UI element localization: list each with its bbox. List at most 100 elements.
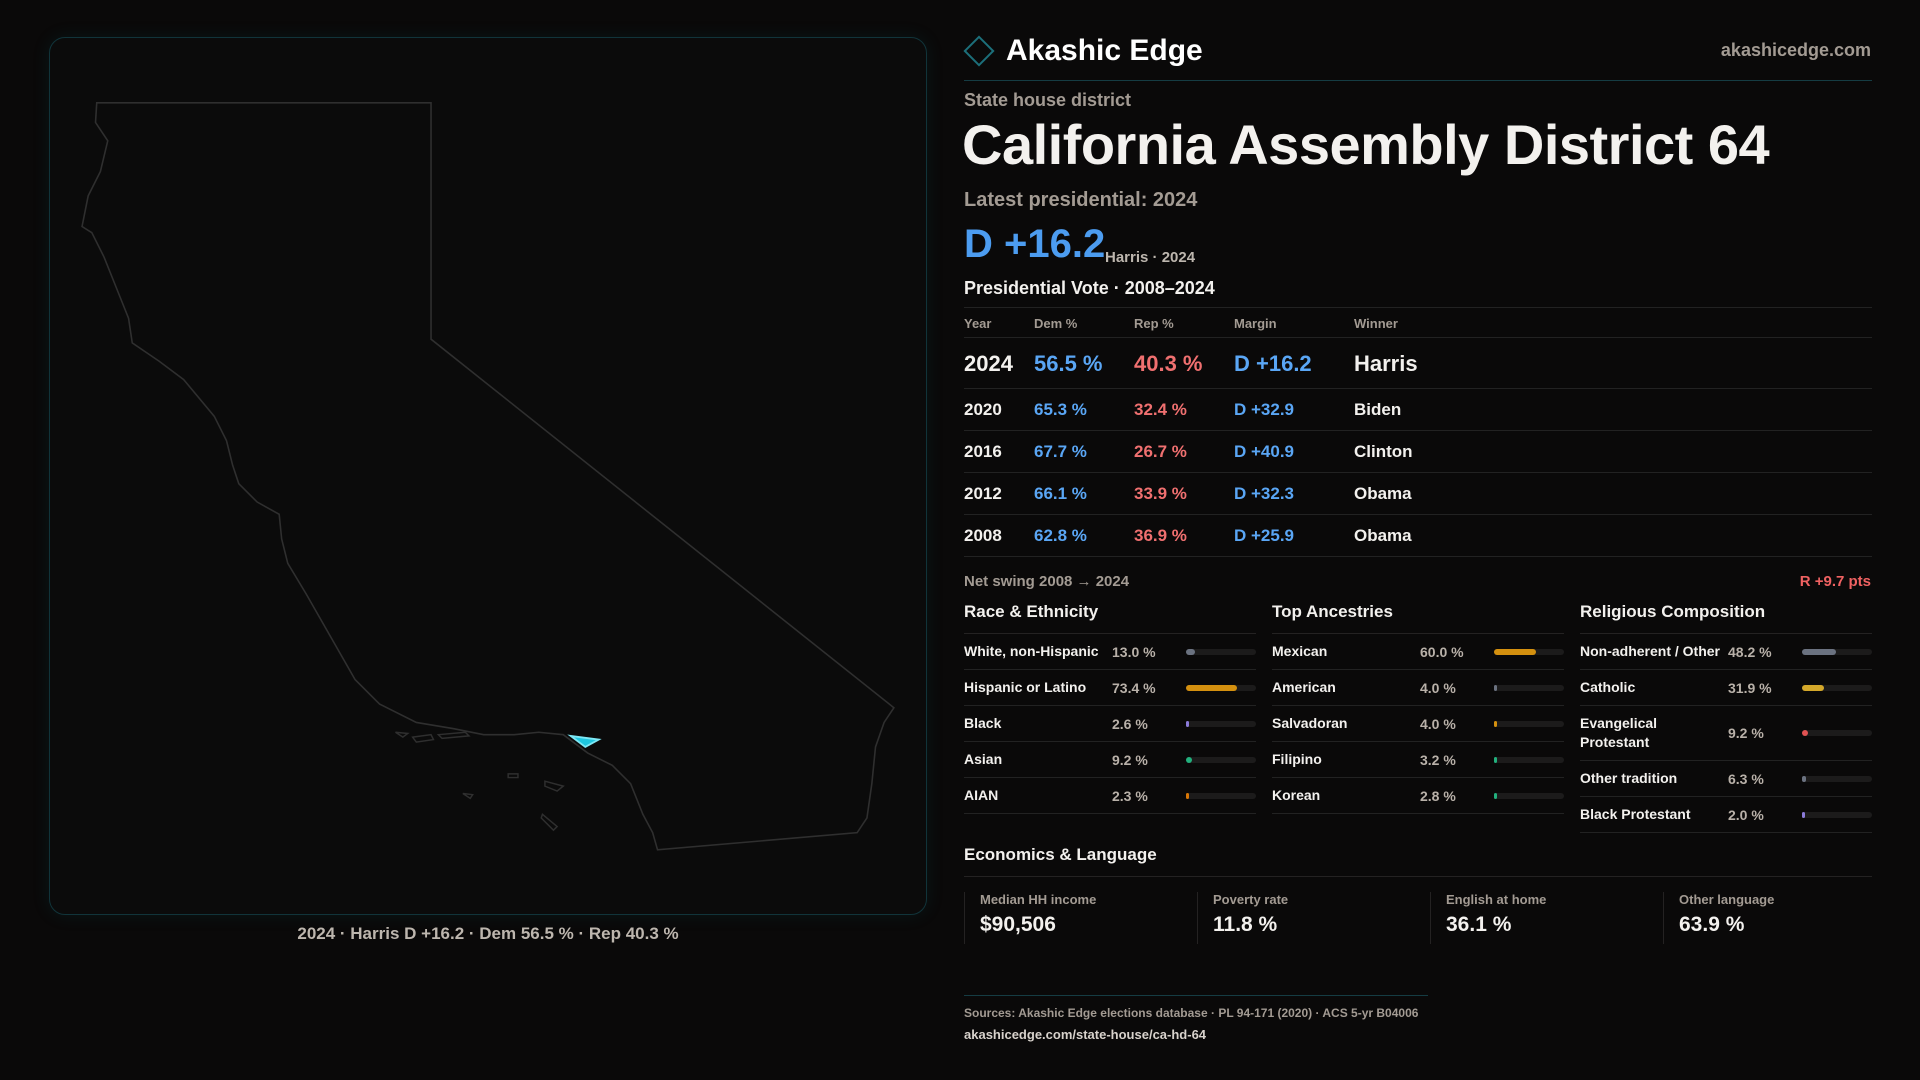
- cell-margin: D +16.2: [1234, 351, 1312, 376]
- stat-label: AIAN: [964, 787, 999, 803]
- stat-value: 3.2 %: [1420, 751, 1456, 768]
- table-header: Year Dem % Rep % Margin Winner: [964, 307, 1872, 337]
- stat-row: Korean 2.8 %: [1272, 778, 1564, 814]
- stat-bar-track: [1802, 775, 1872, 782]
- diamond-logo-icon: [963, 35, 995, 67]
- district-kind: State house district: [964, 90, 1132, 110]
- stat-bar-fill: [1494, 792, 1497, 799]
- net-swing-label: Net swing 2008 → 2024: [964, 573, 1130, 590]
- stat-value: 2.8 %: [1420, 787, 1456, 804]
- table-row: 2008 62.8 % 36.9 % D +25.9 Obama: [964, 514, 1872, 556]
- stat-label: Mexican: [1272, 643, 1328, 659]
- stat-value: 73.4 %: [1112, 679, 1156, 696]
- table-row: 2012 66.1 % 33.9 % D +32.3 Obama: [964, 472, 1872, 514]
- cell-dem: 62.8 %: [1034, 526, 1087, 545]
- econ-card-value: $90,506: [980, 913, 1056, 936]
- econ-card-value: 63.9 %: [1679, 913, 1745, 936]
- stat-label: Catholic: [1580, 679, 1636, 695]
- stat-value: 4.0 %: [1420, 679, 1456, 696]
- econ-card: Poverty rate 11.8 %: [1197, 892, 1430, 944]
- stat-value: 9.2 %: [1112, 751, 1148, 768]
- stat-value: 9.2 %: [1728, 725, 1764, 741]
- stat-row: Non-adherent / Other 48.2 %: [1580, 634, 1872, 670]
- cell-margin: D +25.9: [1234, 526, 1295, 545]
- stat-bar-fill: [1494, 684, 1497, 691]
- cell-dem: 67.7 %: [1034, 442, 1087, 461]
- stat-bar-fill: [1186, 756, 1193, 763]
- stat-label: Filipino: [1272, 751, 1322, 767]
- econ-card: Other language 63.9 %: [1663, 892, 1896, 944]
- stat-row: Black Protestant 2.0 %: [1580, 797, 1872, 833]
- cell-year: 2008: [964, 526, 1002, 545]
- stat-row: Other tradition 6.3 %: [1580, 761, 1872, 797]
- table-row: 2024 56.5 % 40.3 % D +16.2 Harris: [964, 337, 1872, 388]
- cell-winner: Obama: [1354, 484, 1412, 503]
- stat-bar-fill: [1494, 648, 1536, 655]
- stat-bar-track: [1186, 684, 1256, 691]
- stat-row: AIAN 2.3 %: [964, 778, 1256, 814]
- econ-card: Median HH income $90,506: [964, 892, 1197, 944]
- stat-bar-fill: [1186, 720, 1189, 727]
- divider: [964, 876, 1872, 877]
- stat-label: Asian: [964, 751, 1003, 767]
- econ-card-label: English at home: [1446, 892, 1547, 907]
- site-link[interactable]: akashicedge.com: [1720, 40, 1871, 60]
- stat-label: Evangelical Protestant: [1580, 715, 1658, 750]
- cell-rep: 33.9 %: [1134, 484, 1187, 503]
- cell-winner: Obama: [1354, 526, 1412, 545]
- stat-label: Other tradition: [1580, 770, 1678, 786]
- stat-row: Black 2.6 %: [964, 706, 1256, 742]
- stat-bar-track: [1802, 811, 1872, 818]
- econ-card-value: 11.8 %: [1213, 913, 1278, 936]
- stat-label: Hispanic or Latino: [964, 679, 1087, 695]
- stat-row: Catholic 31.9 %: [1580, 670, 1872, 706]
- stat-label: White, non-Hispanic: [964, 643, 1099, 659]
- headline-margin: D +16.2: [964, 222, 1106, 266]
- cell-year: 2016: [964, 442, 1002, 461]
- stat-bar-fill: [1186, 792, 1189, 799]
- stat-row: Salvadoran 4.0 %: [1272, 706, 1564, 742]
- stat-bar-track: [1494, 648, 1564, 655]
- cell-margin: D +40.9: [1234, 442, 1295, 461]
- page-title: California Assembly District 64: [962, 113, 1770, 176]
- stat-bar-fill: [1494, 720, 1497, 727]
- stat-bar-track: [1802, 648, 1872, 655]
- stat-bar-track: [1186, 756, 1256, 763]
- source-url-link[interactable]: akashicedge.com/state-house/ca-hd-64: [964, 1027, 1207, 1042]
- column-header: Year: [964, 316, 992, 331]
- stat-bar-fill: [1186, 648, 1196, 655]
- stat-bar-fill: [1802, 730, 1809, 736]
- section-2: Religious Composition Non-adherent / Othe…: [1580, 602, 1872, 833]
- stat-value: 13.0 %: [1112, 643, 1156, 660]
- stat-bar-track: [1186, 720, 1256, 727]
- stat-value: 31.9 %: [1728, 679, 1772, 696]
- econ-card: English at home 36.1 %: [1430, 892, 1663, 944]
- sources-text: Sources: Akashic Edge elections database…: [964, 1006, 1419, 1020]
- cell-dem: 66.1 %: [1034, 484, 1087, 503]
- stat-value: 48.2 %: [1728, 643, 1772, 660]
- section-1: Top Ancestries Mexican 60.0 % American 4.0 %…: [1272, 602, 1564, 814]
- map-caption: 2024 · Harris D +16.2 · Dem 56.5 % · Rep…: [297, 924, 679, 943]
- column-header: Rep %: [1134, 316, 1174, 331]
- stat-label: Black: [964, 715, 1002, 731]
- district-64-highlight: [567, 734, 602, 749]
- stat-row: Hispanic or Latino 73.4 %: [964, 670, 1256, 706]
- section-title: Top Ancestries: [1272, 602, 1564, 634]
- stat-bar-track: [1802, 684, 1872, 691]
- stat-bar-track: [1494, 684, 1564, 691]
- column-header: Dem %: [1034, 316, 1078, 331]
- stat-value: 60.0 %: [1420, 643, 1464, 660]
- presidential-table-title: Presidential Vote · 2008–2024: [964, 278, 1215, 298]
- brand-logo[interactable]: Akashic Edge: [963, 34, 1203, 68]
- table-row: 2016 67.7 % 26.7 % D +40.9 Clinton: [964, 430, 1872, 472]
- cell-dem: 65.3 %: [1034, 400, 1087, 419]
- stat-row: Asian 9.2 %: [964, 742, 1256, 778]
- cell-margin: D +32.9: [1234, 400, 1295, 419]
- stat-bar-fill: [1802, 684, 1825, 691]
- column-header: Margin: [1234, 316, 1277, 331]
- stat-label: Korean: [1272, 787, 1321, 803]
- stat-bar-track: [1494, 756, 1564, 763]
- cell-margin: D +32.3: [1234, 484, 1295, 503]
- econ-card-label: Median HH income: [980, 892, 1097, 907]
- stat-label: Black Protestant: [1580, 806, 1691, 822]
